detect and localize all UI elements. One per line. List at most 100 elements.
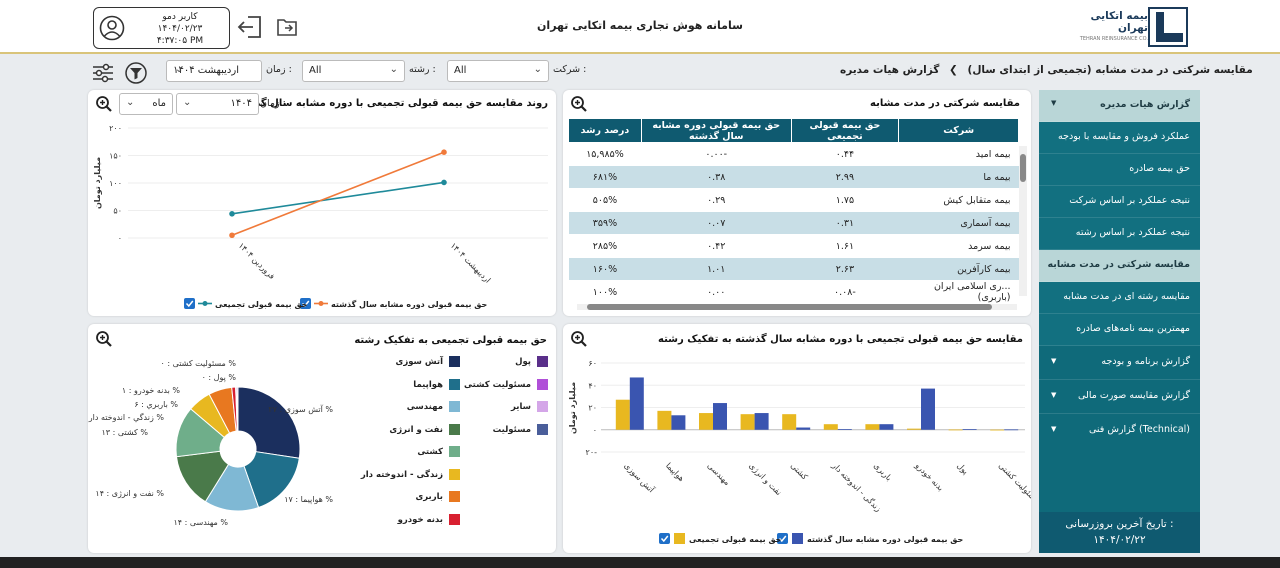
pie-chart: آتش سوزی : ۲۷ % هواپیما : ۱۷ % مهندسی : ۱۴… xyxy=(88,359,333,527)
legend-item[interactable]: مهندسی xyxy=(407,401,460,412)
bar[interactable] xyxy=(671,415,686,430)
legend-item[interactable]: زندگی - اندوخته دار xyxy=(361,468,460,480)
bar[interactable] xyxy=(962,429,977,430)
legend-item[interactable]: بدنه خودرو xyxy=(397,513,460,525)
table-row[interactable]: ...ری اسلامی ایران (باربری) -۰.۰۸ ۰.۰۰ ۱۰۰% xyxy=(568,280,1019,303)
pie-slice[interactable] xyxy=(237,386,301,459)
bar[interactable] xyxy=(754,413,769,430)
bar[interactable] xyxy=(699,413,713,430)
sidebar-item-board-reports[interactable]: گزارش هیات مدیره ▼ xyxy=(1039,90,1200,122)
x-tick-label: باربری xyxy=(872,461,894,483)
bar[interactable] xyxy=(615,399,630,430)
sidebar-item-sales-budget[interactable]: عملکرد فروش و مقایسه با بودجه xyxy=(1039,122,1200,154)
company-select[interactable]: All ⌄ xyxy=(447,60,549,82)
sidebar-item-company-comparison[interactable]: مقایسه شرکتی در مدت مشابه xyxy=(1039,250,1200,282)
pie-slice[interactable] xyxy=(243,451,300,509)
table-row[interactable]: بیمه امید ۰.۴۴ -۰.۰۰ ۱۵,۹۸۵% xyxy=(568,142,1019,166)
bar[interactable] xyxy=(907,428,921,430)
bar[interactable] xyxy=(713,403,727,430)
legend-swatch xyxy=(449,513,460,525)
bar[interactable] xyxy=(948,429,963,431)
company-label: شرکت : xyxy=(553,64,587,75)
table-row[interactable]: بیمه ما ۲.۹۹ ۰.۳۸ ۶۸۱% xyxy=(568,165,1019,189)
sidebar-item-budget[interactable]: گزارش برنامه و بودجه ▼ xyxy=(1039,346,1200,380)
legend-item[interactable]: پول xyxy=(515,356,548,367)
clear-filter-icon[interactable] xyxy=(124,61,148,85)
field-select[interactable]: All ⌄ xyxy=(302,60,405,82)
time-select[interactable]: اردیبهشت ۱۴۰۴ ⌄ xyxy=(166,60,262,82)
legend-swatch xyxy=(449,446,460,457)
sidebar-item-field-result[interactable]: نتیجه عملکرد بر اساس رشته xyxy=(1039,218,1200,250)
bar[interactable] xyxy=(879,424,894,430)
legend-label: بدنه خودرو xyxy=(397,514,443,525)
legend-swatch xyxy=(449,468,460,480)
x-tick-label: کشتی xyxy=(789,461,810,482)
bar[interactable] xyxy=(823,424,838,430)
bar[interactable] xyxy=(740,414,755,430)
data-point[interactable] xyxy=(441,179,447,186)
export-icon[interactable] xyxy=(275,14,299,38)
data-point[interactable] xyxy=(441,149,447,155)
bar[interactable] xyxy=(657,410,672,430)
legend-item[interactable]: سایر xyxy=(511,401,548,412)
sidebar: گزارش هیات مدیره ▼ عملکرد فروش و مقایسه … xyxy=(1039,90,1200,512)
table-row[interactable]: بیمه آسماری ۰.۳۱ ۰.۰۷ ۳۵۹% xyxy=(568,211,1019,235)
bar[interactable] xyxy=(1004,429,1019,431)
sidebar-item-company-result[interactable]: نتیجه عملکرد بر اساس شرکت xyxy=(1039,186,1200,218)
legend-checkbox[interactable] xyxy=(659,533,670,544)
settings-sliders-icon[interactable] xyxy=(91,62,115,84)
bar[interactable] xyxy=(796,427,811,430)
zoom-icon[interactable] xyxy=(570,330,588,348)
legend-item[interactable]: باربری xyxy=(415,491,460,502)
table-cell: ۰.۲۹ xyxy=(641,188,792,212)
column-header[interactable]: حق بیمه قبولی دوره مشابه سال گذشته xyxy=(640,118,792,143)
table-row[interactable]: بیمه کارآفرین ۲.۶۳ ۱.۰۱ ۱۶۰% xyxy=(568,257,1019,281)
legend-item[interactable]: آتش سوزی xyxy=(396,356,460,367)
header: کاربر دمو ۱۴۰۴/۰۲/۲۳ ۴:۳۷:۰۵ PM سامانه ه… xyxy=(0,0,1280,54)
legend-swatch xyxy=(449,423,460,435)
bar[interactable] xyxy=(921,388,935,430)
legend-item[interactable]: مسئولیت کشتی xyxy=(464,378,548,390)
sidebar-item-issued-premium[interactable]: حق بیمه صادره xyxy=(1039,154,1200,186)
bar[interactable] xyxy=(990,429,1005,431)
breadcrumb-current[interactable]: مقایسه شرکتی در مدت مشابه (تجمیعی از ابت… xyxy=(967,64,1253,76)
sidebar-item-technical[interactable]: گزارش فنی (Technical) ▼ xyxy=(1039,414,1200,448)
column-header[interactable]: شرکت xyxy=(898,118,1019,143)
sidebar-item-label: مقایسه شرکتی در مدت مشابه xyxy=(1047,259,1190,270)
sidebar-item-financial[interactable]: گزارش مقایسه صورت مالی ▼ xyxy=(1039,380,1200,414)
bar-chart-card: مقایسه حق بیمه قبولی تجمیعی با دوره مشاب… xyxy=(563,324,1031,553)
line-year-select[interactable]: ۱۴۰۴ ⌄ xyxy=(176,93,259,115)
legend-label: کشتی xyxy=(417,447,443,457)
horizontal-scrollbar[interactable] xyxy=(577,304,1017,310)
data-point[interactable] xyxy=(229,232,235,239)
line-period-select[interactable]: ماه ⌄ xyxy=(119,93,173,115)
legend-item[interactable]: کشتی xyxy=(417,446,460,457)
legend-checkbox[interactable] xyxy=(184,298,195,309)
bar[interactable] xyxy=(782,414,797,430)
legend-marker xyxy=(318,301,324,306)
pie-data-label: باربري : ۶ % xyxy=(134,400,178,409)
sidebar-item-field-comparison[interactable]: مقایسه رشته ای در مدت مشابه xyxy=(1039,282,1200,314)
legend-label: حق بیمه قبولی تجمیعی xyxy=(689,535,782,544)
table-row[interactable]: بیمه سرمد ۱.۶۱ ۰.۴۲ ۲۸۵% xyxy=(568,234,1019,258)
pie-slice[interactable] xyxy=(236,386,239,432)
legend-item[interactable]: هواپیما xyxy=(413,378,460,390)
sidebar-item-top-policies[interactable]: مهمترین بیمه نامه‌های صادره xyxy=(1039,314,1200,346)
x-tick-label: هواپیما xyxy=(664,461,686,483)
bar[interactable] xyxy=(837,429,852,430)
zoom-icon[interactable] xyxy=(95,330,113,348)
logout-icon[interactable] xyxy=(236,14,264,40)
bar[interactable] xyxy=(865,424,880,430)
user-box[interactable]: کاربر دمو ۱۴۰۴/۰۲/۲۳ ۴:۳۷:۰۵ PM xyxy=(93,7,230,49)
legend-item[interactable]: نفت و انرژی xyxy=(389,423,460,435)
bar[interactable] xyxy=(629,377,644,430)
data-point[interactable] xyxy=(229,211,235,217)
column-header[interactable]: حق بیمه قبولی تجمیعی xyxy=(790,118,900,143)
table-row[interactable]: بیمه متقابل کیش ۱.۷۵ ۰.۲۹ ۵۰۵% xyxy=(568,188,1019,212)
column-header[interactable]: درصد رشد xyxy=(568,118,642,143)
scrollbar[interactable] xyxy=(1019,146,1027,296)
legend-item[interactable]: مسئولیت xyxy=(493,423,548,435)
zoom-icon[interactable] xyxy=(570,95,588,113)
zoom-icon[interactable] xyxy=(95,95,113,113)
breadcrumb-root[interactable]: گزارش هیات مدیره xyxy=(840,64,940,76)
